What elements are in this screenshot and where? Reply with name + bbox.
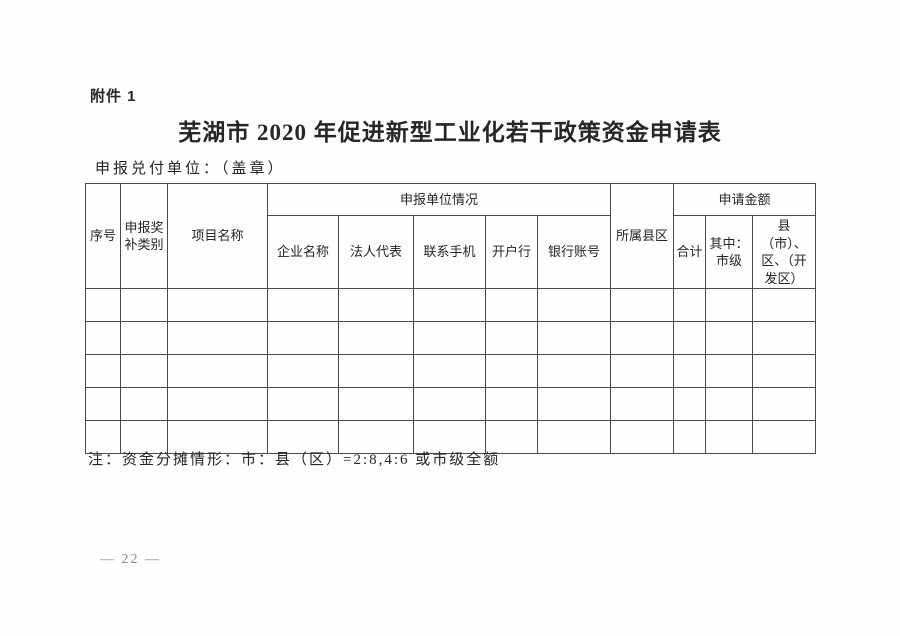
empty-cell (85, 387, 121, 422)
application-form-table: 序号 申报奖补类别 项目名称 申报单位情况 所属县区 申请金额 企业名称 法人代… (85, 182, 817, 455)
empty-cell (485, 354, 538, 389)
empty-cell (673, 420, 707, 455)
empty-cell (167, 288, 268, 323)
empty-cell (673, 354, 707, 389)
col-header-bank-branch: 开户行 (485, 214, 538, 290)
empty-cell (673, 321, 707, 356)
empty-cell (413, 288, 486, 323)
table-header: 序号 申报奖补类别 项目名称 申报单位情况 所属县区 申请金额 企业名称 法人代… (85, 182, 817, 290)
table-row (85, 420, 817, 455)
empty-cell (85, 420, 121, 455)
col-header-amount-municipal: 其中：市级 (705, 214, 754, 290)
page-title: 芜湖市 2020 年促进新型工业化若干政策资金申请表 (178, 120, 722, 145)
empty-cell (752, 387, 817, 422)
empty-cell (338, 387, 414, 422)
empty-cell (413, 354, 486, 389)
empty-cell (413, 387, 486, 422)
col-header-enterprise-name: 企业名称 (267, 214, 339, 290)
empty-cell (752, 288, 817, 323)
empty-cell (338, 354, 414, 389)
empty-cell (167, 420, 268, 455)
empty-cell (167, 321, 268, 356)
col-header-project-name: 项目名称 (167, 182, 268, 290)
empty-cell (705, 387, 754, 422)
empty-cell (610, 420, 675, 455)
table-body (85, 288, 817, 455)
page-number: — 22 — (100, 552, 161, 567)
empty-cell (485, 387, 538, 422)
empty-cell (120, 288, 168, 323)
col-header-bank-account: 银行账号 (536, 214, 612, 290)
empty-cell (610, 288, 675, 323)
empty-cell (167, 387, 268, 422)
empty-cell (673, 288, 707, 323)
empty-cell (536, 387, 612, 422)
empty-cell (120, 387, 168, 422)
empty-cell (338, 420, 414, 455)
footnote: 注：资金分摊情形：市：县（区）=2:8,4:6 或市级全额 (88, 452, 501, 468)
empty-cell (485, 321, 538, 356)
col-header-amount-total: 合计 (673, 214, 707, 290)
empty-cell (267, 387, 339, 422)
empty-cell (85, 321, 121, 356)
col-header-award-category: 申报奖补类别 (120, 182, 168, 290)
group-header-unit-info: 申报单位情况 (266, 183, 612, 216)
empty-cell (120, 321, 168, 356)
empty-cell (705, 420, 754, 455)
empty-cell (267, 354, 339, 389)
empty-cell (413, 321, 486, 356)
empty-cell (673, 387, 707, 422)
empty-cell (536, 288, 612, 323)
empty-cell (120, 354, 168, 389)
empty-cell (267, 321, 339, 356)
group-header-amount: 申请金额 (673, 183, 817, 216)
col-header-legal-rep: 法人代表 (338, 214, 414, 290)
empty-cell (167, 354, 268, 389)
empty-cell (752, 354, 817, 389)
col-header-contact-phone: 联系手机 (413, 214, 486, 290)
empty-cell (120, 420, 168, 455)
declare-unit-label: 申报兑付单位：（盖章） (95, 161, 286, 177)
table-row (85, 288, 817, 323)
empty-cell (752, 420, 817, 455)
col-header-serial: 序号 (85, 182, 121, 290)
empty-cell (705, 354, 754, 389)
empty-cell (485, 288, 538, 323)
empty-cell (413, 420, 486, 455)
empty-cell (485, 420, 538, 455)
col-header-amount-county: 县（市）、区、（开发区） (752, 214, 817, 290)
empty-cell (705, 321, 754, 356)
empty-cell (338, 288, 414, 323)
empty-cell (752, 321, 817, 356)
table-row (85, 321, 817, 356)
empty-cell (338, 321, 414, 356)
empty-cell (536, 321, 612, 356)
empty-cell (705, 288, 754, 323)
empty-cell (610, 354, 675, 389)
empty-cell (610, 321, 675, 356)
table-row (85, 387, 817, 422)
empty-cell (536, 420, 612, 455)
empty-cell (85, 354, 121, 389)
empty-cell (610, 387, 675, 422)
col-header-county-district: 所属县区 (610, 182, 675, 290)
empty-cell (536, 354, 612, 389)
attachment-label: 附件 1 (90, 88, 137, 105)
empty-cell (85, 288, 121, 323)
table-row (85, 354, 817, 389)
empty-cell (267, 288, 339, 323)
